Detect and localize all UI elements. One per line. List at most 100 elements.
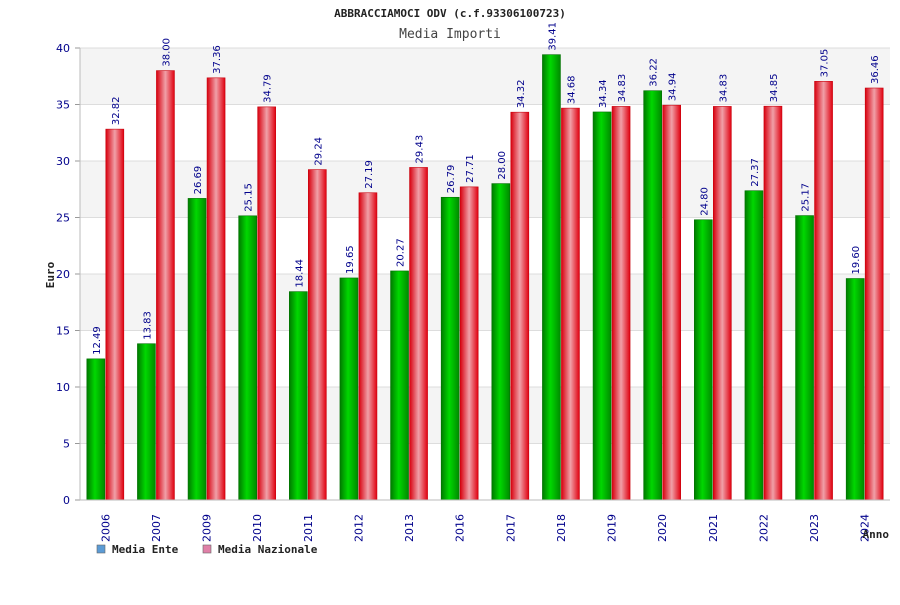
y-tick-label: 35: [56, 99, 70, 112]
y-axis: 0 5 10 15 20 25 30 35 40: [56, 42, 81, 507]
bar-value-label: 36.22: [649, 58, 660, 87]
x-tick-label: 2024: [859, 514, 872, 542]
legend-label: Media Ente: [112, 543, 179, 556]
y-tick-label: 15: [56, 325, 70, 338]
bar-media-nazionale: [510, 111, 530, 501]
bar-media-nazionale: [459, 186, 479, 501]
legend-label: Media Nazionale: [218, 543, 318, 556]
y-tick-label: 5: [63, 438, 70, 451]
x-axis-label: Anno: [863, 528, 890, 541]
bar-value-label: 12.49: [92, 326, 103, 355]
bar-media-nazionale: [257, 106, 276, 501]
x-tick-label: 2010: [251, 514, 264, 542]
x-tick-label: 2009: [201, 514, 214, 542]
bar-media-ente: [390, 270, 409, 501]
bar-media-ente: [238, 215, 257, 501]
bar-media-ente: [137, 343, 156, 501]
x-axis: 2006 2007 2009 2010 2011 2012 2013 2016 2017 2018…: [80, 499, 890, 542]
bar-media-nazionale: [814, 81, 833, 501]
bar-value-label: 20.27: [396, 238, 407, 267]
bar-value-label: 34.83: [718, 74, 729, 103]
bar-value-label: 29.43: [415, 135, 426, 164]
legend-swatch: [202, 544, 212, 554]
bar-media-ente: [592, 111, 612, 501]
bar-value-label: 39.41: [547, 22, 558, 51]
legend-swatch: [96, 544, 106, 554]
bar-media-nazionale: [713, 106, 732, 501]
bar-value-label: 34.94: [668, 73, 679, 102]
x-tick-label: 2011: [302, 514, 315, 542]
bar-value-label: 25.17: [801, 183, 812, 212]
bar-media-nazionale: [611, 106, 631, 501]
bar-value-label: 32.82: [111, 96, 122, 125]
x-tick-label: 2019: [606, 514, 619, 542]
bar-media-nazionale: [561, 107, 580, 501]
y-tick-label: 40: [56, 42, 70, 55]
bar-value-label: 37.36: [212, 45, 223, 74]
bar-media-ente: [694, 219, 713, 501]
y-axis-label: Euro: [44, 261, 57, 288]
bar-media-nazionale: [864, 87, 884, 501]
bars: [86, 54, 884, 501]
y-tick-label: 20: [56, 268, 70, 281]
bar-media-ente: [339, 277, 359, 501]
bar-value-label: 34.34: [598, 79, 609, 108]
bar-media-ente: [187, 198, 207, 501]
x-tick-label: 2016: [454, 514, 467, 542]
bar-value-label: 27.19: [364, 160, 375, 189]
bar-value-label: 24.80: [699, 187, 710, 216]
x-tick-label: 2020: [656, 514, 669, 542]
bar-media-ente: [845, 278, 865, 501]
bar-media-nazionale: [358, 192, 378, 501]
bar-media-nazionale: [105, 128, 125, 501]
bar-value-label: 19.60: [851, 246, 862, 275]
bar-value-label: 38.00: [161, 38, 172, 67]
x-tick-label: 2021: [707, 514, 720, 542]
bar-media-ente: [86, 358, 106, 501]
bar-value-label: 25.15: [244, 183, 255, 212]
x-tick-label: 2018: [555, 514, 568, 542]
y-tick-label: 30: [56, 155, 70, 168]
y-tick-label: 0: [63, 494, 70, 507]
bar-value-label: 29.24: [313, 137, 324, 166]
bar-value-label: 27.71: [465, 154, 476, 183]
bar-value-label: 36.46: [870, 55, 881, 84]
x-tick-label: 2023: [808, 514, 821, 542]
bar-value-label: 34.68: [566, 75, 577, 104]
y-tick-label: 25: [56, 212, 70, 225]
bar-value-label: 19.65: [345, 245, 356, 274]
bar-media-ente: [744, 190, 764, 501]
bar-media-nazionale: [308, 169, 327, 501]
bar-media-nazionale: [206, 77, 226, 501]
bar-media-ente: [795, 215, 814, 501]
bar-media-ente: [491, 183, 511, 501]
bar-value-label: 37.05: [820, 49, 831, 78]
bar-value-label: 26.79: [446, 165, 457, 194]
bar-value-label: 18.44: [294, 259, 305, 288]
x-tick-label: 2012: [352, 514, 365, 542]
bar-value-labels: 12.49 32.82 13.83 38.00 26.69 37.36 25.15 34.79…: [92, 22, 881, 355]
bar-value-label: 13.83: [142, 311, 153, 340]
bar-value-label: 26.69: [193, 166, 204, 195]
chart-title: ABBRACCIAMOCI ODV (c.f.93306100723): [334, 7, 566, 20]
bar-media-ente: [542, 54, 561, 501]
bar-value-label: 34.32: [516, 80, 527, 109]
bar-value-label: 34.79: [263, 74, 274, 103]
y-tick-label: 10: [56, 381, 70, 394]
bar-value-label: 28.00: [497, 151, 508, 180]
x-tick-label: 2013: [403, 514, 416, 542]
bar-value-label: 34.83: [617, 74, 628, 103]
bar-media-ente: [440, 196, 460, 501]
x-tick-label: 2022: [757, 514, 770, 542]
x-tick-label: 2007: [150, 514, 163, 542]
bar-value-label: 27.37: [750, 158, 761, 187]
bar-media-nazionale: [409, 167, 428, 501]
chart-subtitle: Media Importi: [399, 27, 501, 42]
legend: Media Ente Media Nazionale: [96, 543, 318, 556]
bar-value-label: 34.85: [769, 74, 780, 103]
bar-media-nazionale: [156, 70, 175, 501]
x-tick-label: 2006: [99, 514, 112, 542]
x-tick-label: 2017: [504, 514, 517, 542]
